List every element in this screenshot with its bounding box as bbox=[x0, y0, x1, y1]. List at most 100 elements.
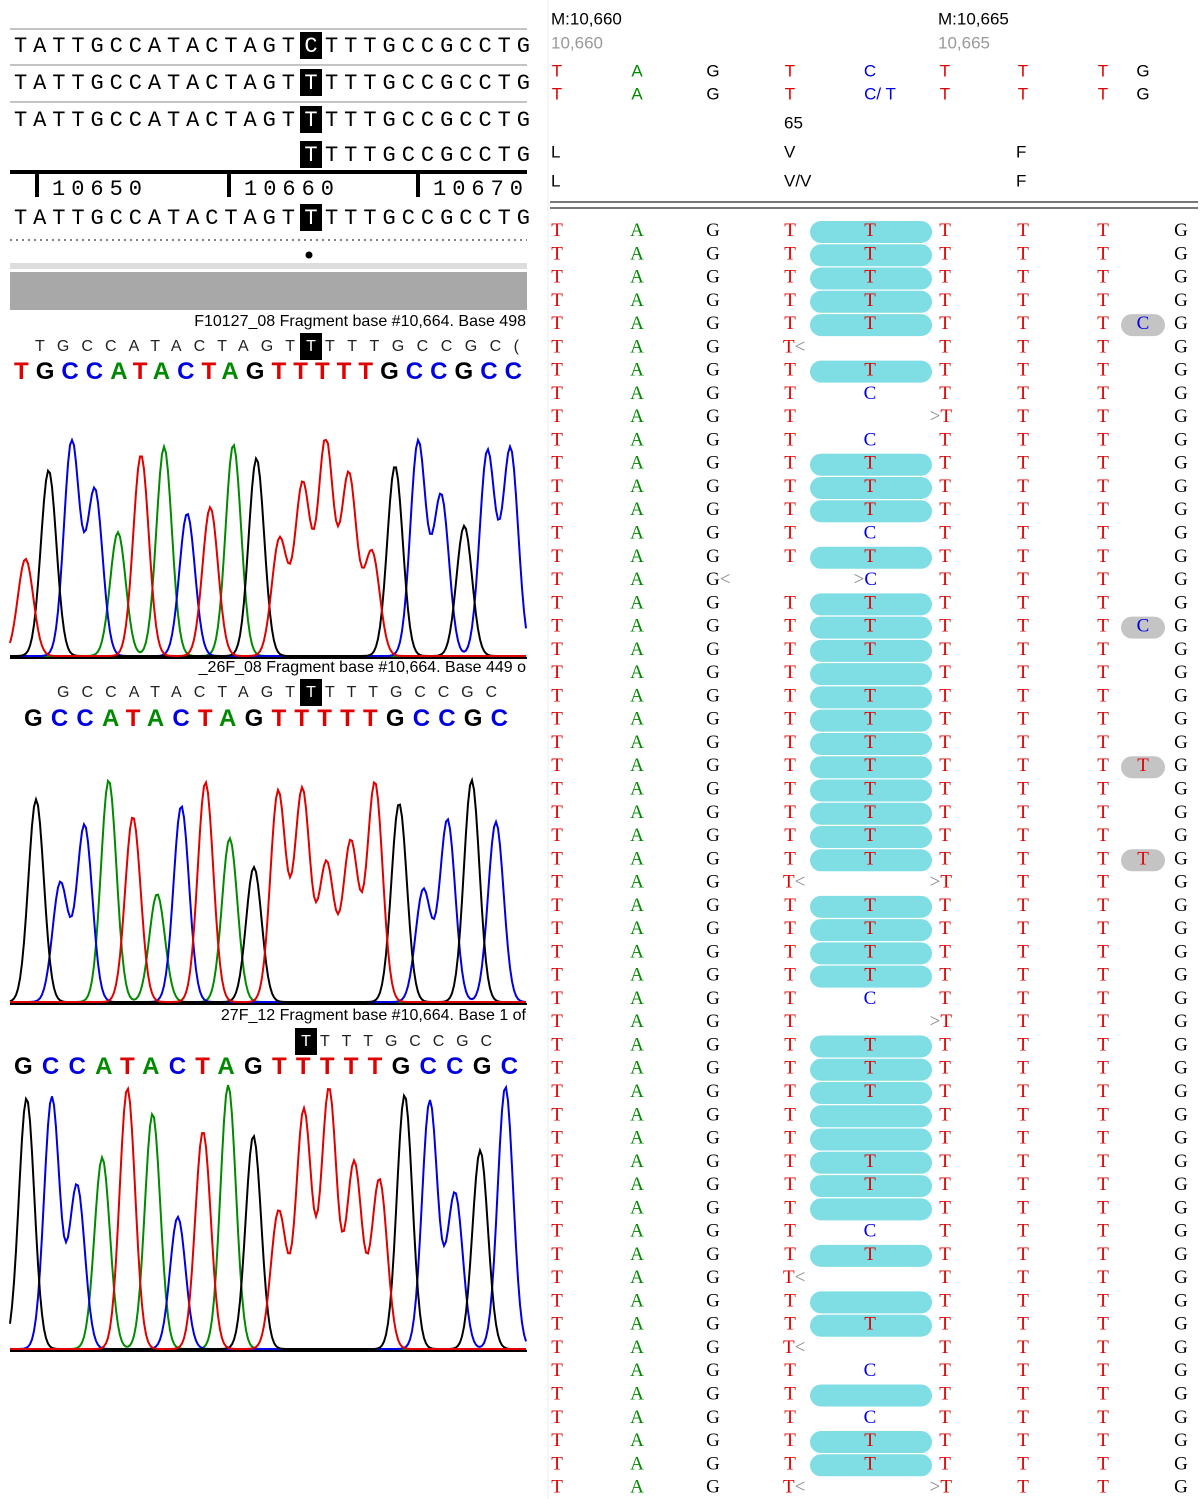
base: G bbox=[706, 220, 720, 241]
reference-base: G bbox=[706, 84, 719, 103]
base: T bbox=[551, 1151, 563, 1172]
base: T bbox=[939, 1151, 951, 1172]
base: T bbox=[1017, 1384, 1029, 1405]
base: A bbox=[630, 662, 644, 683]
base: T bbox=[551, 1198, 563, 1219]
base: G bbox=[1174, 290, 1188, 311]
base: T bbox=[864, 220, 876, 241]
base: G bbox=[706, 1105, 720, 1126]
base: A bbox=[630, 430, 644, 451]
base: A bbox=[630, 407, 644, 428]
highlighted-base: T bbox=[304, 108, 317, 133]
base: T bbox=[784, 1128, 796, 1149]
base: T bbox=[784, 1105, 796, 1126]
base: T bbox=[1097, 849, 1109, 870]
base: G bbox=[706, 337, 720, 358]
amino-acid: L bbox=[551, 171, 560, 190]
base: T bbox=[1017, 825, 1029, 846]
base: T bbox=[784, 1291, 796, 1312]
base: G bbox=[1174, 942, 1188, 963]
base: T bbox=[1017, 849, 1029, 870]
base: G bbox=[706, 453, 720, 474]
base: G bbox=[706, 1128, 720, 1149]
base: T bbox=[864, 290, 876, 311]
base: T bbox=[939, 732, 951, 753]
base: G bbox=[706, 1174, 720, 1195]
highlighted-base: T bbox=[306, 684, 316, 701]
base: G bbox=[706, 918, 720, 939]
base: T bbox=[1097, 1361, 1109, 1382]
base: T bbox=[939, 569, 951, 590]
sequence-left: TATTGCCATACTAGT bbox=[14, 34, 295, 59]
base: T bbox=[784, 523, 796, 544]
base: T bbox=[939, 337, 951, 358]
amino-acid: V/V bbox=[784, 171, 812, 190]
base: G bbox=[706, 895, 720, 916]
base: G bbox=[1174, 220, 1188, 241]
base: T bbox=[1017, 779, 1029, 800]
base: G bbox=[1174, 1058, 1188, 1079]
base: T bbox=[784, 430, 796, 451]
base: T bbox=[864, 1174, 876, 1195]
base: T bbox=[1017, 1174, 1029, 1195]
base: T bbox=[1097, 569, 1109, 590]
base: G bbox=[706, 1221, 720, 1242]
base: T bbox=[551, 1244, 563, 1265]
base: T bbox=[551, 546, 563, 567]
base: T bbox=[551, 1035, 563, 1056]
base: T bbox=[1097, 942, 1109, 963]
base: A bbox=[630, 500, 644, 521]
base: T bbox=[1097, 500, 1109, 521]
base: T bbox=[1017, 802, 1029, 823]
base: T bbox=[784, 895, 796, 916]
base: T bbox=[1097, 267, 1109, 288]
base: T bbox=[1097, 756, 1109, 777]
base: T bbox=[551, 732, 563, 753]
base: G bbox=[1174, 407, 1188, 428]
base: A bbox=[630, 942, 644, 963]
base: T bbox=[939, 918, 951, 939]
base: G bbox=[706, 593, 720, 614]
base: T bbox=[1017, 244, 1029, 265]
base: T bbox=[1097, 639, 1109, 660]
base: T bbox=[1017, 1058, 1029, 1079]
base: G bbox=[706, 616, 720, 637]
base: T bbox=[1097, 918, 1109, 939]
base: T bbox=[1017, 1035, 1029, 1056]
base: A bbox=[630, 1454, 644, 1475]
base: T bbox=[551, 918, 563, 939]
base: T bbox=[1097, 1477, 1109, 1498]
base: G bbox=[706, 290, 720, 311]
base: T bbox=[551, 709, 563, 730]
base: T bbox=[939, 220, 951, 241]
base: T bbox=[1017, 1081, 1029, 1102]
base: T bbox=[1097, 1430, 1109, 1451]
base: C bbox=[864, 1407, 877, 1428]
base: T bbox=[1017, 1012, 1029, 1033]
base: T bbox=[864, 639, 876, 660]
base: T bbox=[939, 546, 951, 567]
highlighted-base: T bbox=[304, 143, 317, 168]
base: T bbox=[1017, 918, 1029, 939]
base: T bbox=[939, 360, 951, 381]
base: T bbox=[551, 779, 563, 800]
base: A bbox=[630, 756, 644, 777]
base: G bbox=[1174, 593, 1188, 614]
base: G bbox=[706, 965, 720, 986]
base: T bbox=[1017, 267, 1029, 288]
reference-base: C bbox=[864, 61, 876, 80]
base: T bbox=[551, 337, 563, 358]
base: T bbox=[784, 1081, 796, 1102]
base: T bbox=[1097, 1012, 1109, 1033]
base: T bbox=[1097, 895, 1109, 916]
base: G bbox=[706, 825, 720, 846]
base: >T bbox=[930, 1477, 953, 1498]
base: T bbox=[1097, 1244, 1109, 1265]
base: A bbox=[630, 616, 644, 637]
base: T bbox=[551, 1314, 563, 1335]
base: T bbox=[864, 1035, 876, 1056]
base: G bbox=[706, 1012, 720, 1033]
base: T bbox=[551, 1454, 563, 1475]
base: T bbox=[939, 756, 951, 777]
base: T bbox=[551, 383, 563, 404]
